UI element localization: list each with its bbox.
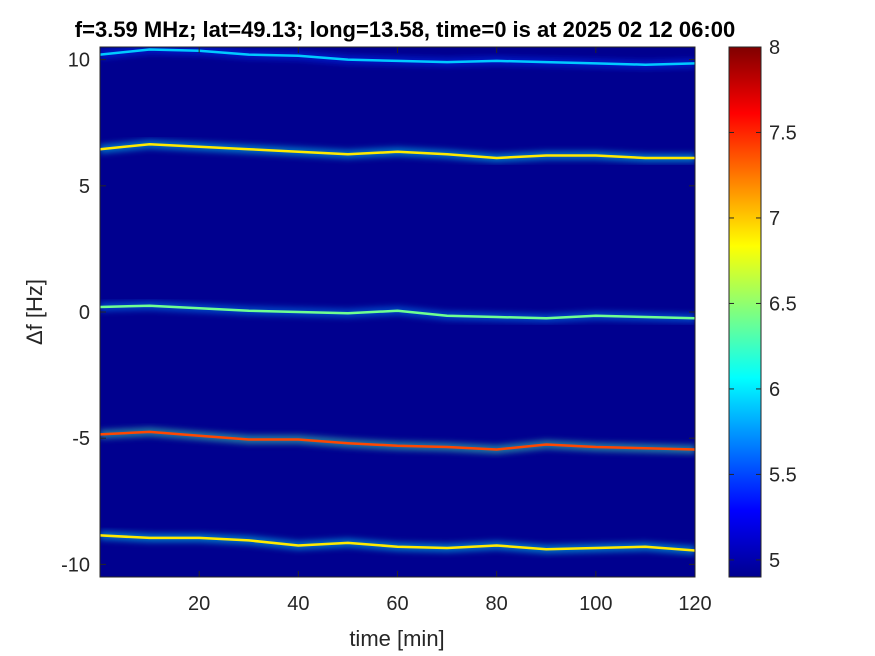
colorbar-axis: 5 5.5 6 6.5 7 7.5 8 bbox=[729, 37, 797, 572]
x-tick-label: 120 bbox=[678, 593, 711, 615]
colorbar bbox=[728, 46, 762, 578]
x-axis-label: time [min] bbox=[349, 626, 444, 651]
trace-line bbox=[100, 534, 695, 552]
colorbar-tick-label: 5.5 bbox=[769, 464, 797, 486]
colorbar-tick-label: 7.5 bbox=[769, 122, 797, 144]
x-tick-label: 100 bbox=[579, 593, 612, 615]
colorbar-tick-label: 7 bbox=[769, 208, 780, 230]
trace-line bbox=[100, 304, 695, 320]
y-tick-label: -5 bbox=[72, 428, 90, 450]
y-axis: -10 -5 0 5 10 bbox=[61, 50, 695, 576]
y-tick-label: 0 bbox=[79, 302, 90, 324]
colorbar-tick-label: 6.5 bbox=[769, 293, 797, 315]
colorbar-tick-label: 6 bbox=[769, 379, 780, 401]
trace-line bbox=[100, 430, 695, 451]
x-tick-label: 40 bbox=[287, 593, 309, 615]
y-tick-label: 5 bbox=[79, 176, 90, 198]
chart-title: f=3.59 MHz; lat=49.13; long=13.58, time=… bbox=[75, 17, 735, 42]
x-tick-label: 60 bbox=[386, 593, 408, 615]
y-tick-label: 10 bbox=[68, 50, 90, 72]
x-tick-label: 20 bbox=[188, 593, 210, 615]
y-axis-label: Δf [Hz] bbox=[22, 279, 47, 345]
x-tick-label: 80 bbox=[486, 593, 508, 615]
y-tick-label: -10 bbox=[61, 554, 90, 576]
colorbar-tick-label: 8 bbox=[769, 37, 780, 59]
colorbar-tick-label: 5 bbox=[769, 550, 780, 572]
trace-line bbox=[100, 142, 695, 160]
x-axis: 20 40 60 80 100 120 bbox=[188, 47, 712, 615]
